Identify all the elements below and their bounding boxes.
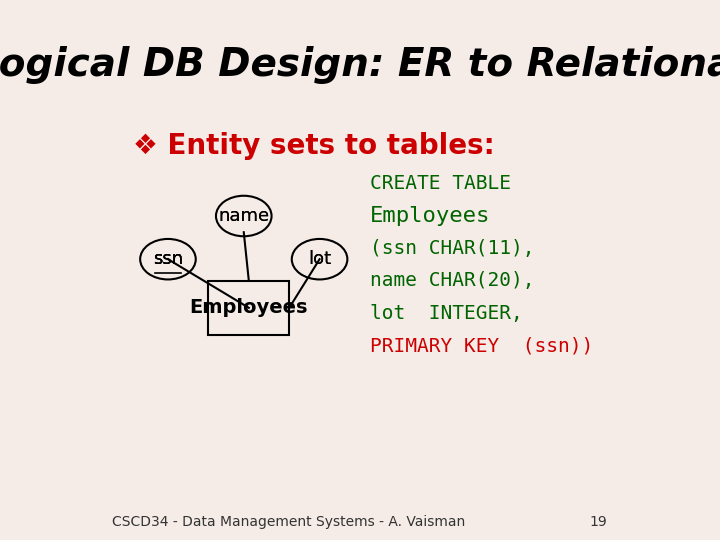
Text: PRIMARY KEY  (ssn)): PRIMARY KEY (ssn)) bbox=[370, 336, 593, 355]
Text: (ssn CHAR(11),: (ssn CHAR(11), bbox=[370, 239, 535, 258]
Text: name: name bbox=[218, 207, 269, 225]
Text: ssn: ssn bbox=[153, 250, 183, 268]
Text: CSCD34 - Data Management Systems - A. Vaisman: CSCD34 - Data Management Systems - A. Va… bbox=[112, 515, 466, 529]
Text: CREATE TABLE: CREATE TABLE bbox=[370, 174, 511, 193]
Text: ssn: ssn bbox=[153, 250, 183, 268]
Text: 19: 19 bbox=[590, 515, 608, 529]
Text: name CHAR(20),: name CHAR(20), bbox=[370, 271, 535, 291]
Text: Logical DB Design: ER to Relational: Logical DB Design: ER to Relational bbox=[0, 46, 720, 84]
Text: ❖ Entity sets to tables:: ❖ Entity sets to tables: bbox=[132, 132, 495, 160]
Text: Employees: Employees bbox=[189, 298, 308, 318]
Text: lot: lot bbox=[308, 250, 331, 268]
Text: lot  INTEGER,: lot INTEGER, bbox=[370, 303, 523, 323]
Text: ssn: ssn bbox=[153, 250, 183, 268]
Text: name: name bbox=[218, 207, 269, 225]
Text: Employees: Employees bbox=[370, 206, 490, 226]
Text: lot: lot bbox=[308, 250, 331, 268]
